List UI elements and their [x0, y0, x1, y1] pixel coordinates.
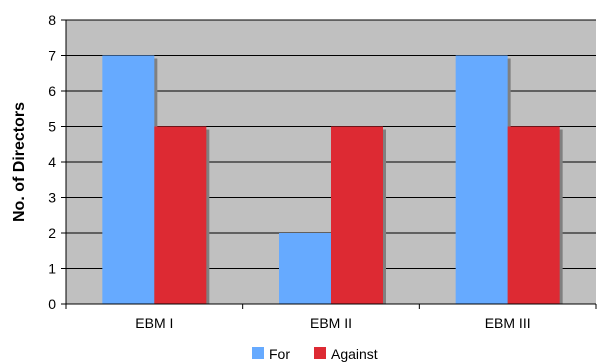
legend: For Against: [252, 346, 378, 362]
legend-swatch-for: [252, 347, 264, 359]
y-tick-label: 1: [48, 261, 56, 277]
x-category-label: EBM I: [135, 315, 173, 331]
y-tick-label: 7: [48, 48, 56, 64]
x-category-labels: EBM I EBM II EBM III: [135, 315, 530, 331]
legend-label-against: Against: [331, 346, 378, 362]
bar-against-1: [331, 126, 383, 304]
y-tick-label: 5: [48, 119, 56, 135]
axes: [61, 19, 597, 309]
y-tick-label: 2: [48, 225, 56, 241]
bar-for-2: [455, 55, 508, 304]
x-category-label: EBM II: [310, 315, 352, 331]
y-tick-label: 4: [48, 154, 56, 170]
legend-swatch-against: [314, 347, 326, 359]
bar-against-2: [507, 126, 560, 304]
bar-against-0: [154, 126, 207, 304]
bar-for-1: [279, 233, 331, 304]
y-tick-labels: 0 1 2 3 4 5 6 7 8: [48, 12, 56, 312]
legend-label-for: For: [269, 346, 290, 362]
x-category-label: EBM III: [485, 315, 531, 331]
y-tick-label: 6: [48, 83, 56, 99]
y-tick-label: 0: [48, 296, 56, 312]
bars: [102, 55, 563, 304]
bar-for-0: [102, 55, 155, 304]
y-tick-label: 3: [48, 190, 56, 206]
y-axis-label: No. of Directors: [11, 102, 28, 222]
y-tick-label: 8: [48, 12, 56, 28]
